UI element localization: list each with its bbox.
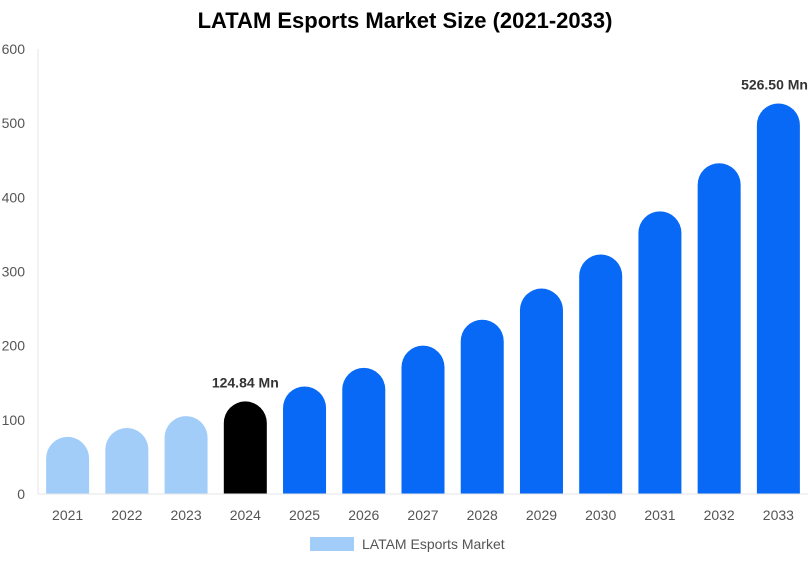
legend-label[interactable]: LATAM Esports Market xyxy=(362,536,505,552)
bar-2027[interactable] xyxy=(401,345,445,494)
x-tick-label: 2023 xyxy=(170,507,201,523)
x-tick-label: 2029 xyxy=(526,507,557,523)
bar-2025[interactable] xyxy=(283,386,327,494)
bar-2026[interactable] xyxy=(342,367,386,494)
y-tick-label: 600 xyxy=(2,41,26,57)
y-tick-label: 200 xyxy=(2,338,26,354)
bar-2029[interactable] xyxy=(519,288,563,494)
bar-2021[interactable] xyxy=(46,436,90,494)
y-tick-label: 300 xyxy=(2,264,26,280)
bar-2031[interactable] xyxy=(638,211,682,495)
x-tick-label: 2033 xyxy=(763,507,794,523)
data-label-2033: 526.50 Mn xyxy=(741,77,808,93)
x-axis: 2021 2022 2023 2024 2025 2026 2027 2028 2029 2030… xyxy=(38,493,808,523)
legend[interactable]: LATAM Esports Market xyxy=(310,536,505,552)
chart-title: LATAM Esports Market Size (2021-2033) xyxy=(197,8,613,33)
x-tick-label: 2022 xyxy=(111,507,142,523)
data-label-2024: 124.84 Mn xyxy=(212,374,279,390)
y-tick-label: 500 xyxy=(2,115,26,131)
bar-2022[interactable] xyxy=(105,427,149,494)
x-tick-label: 2025 xyxy=(289,507,320,523)
x-tick-label: 2026 xyxy=(348,507,379,523)
x-tick-label: 2027 xyxy=(407,507,438,523)
y-tick-label: 0 xyxy=(17,486,25,502)
x-tick-label: 2032 xyxy=(704,507,735,523)
x-tick-label: 2028 xyxy=(467,507,498,523)
bar-2028[interactable] xyxy=(460,319,504,494)
x-tick-label: 2021 xyxy=(52,507,83,523)
x-tick-label: 2031 xyxy=(644,507,675,523)
bar-2030[interactable] xyxy=(579,254,623,494)
data-labels: 124.84 Mn 526.50 Mn xyxy=(212,77,808,391)
bar-2024[interactable] xyxy=(223,401,267,494)
y-tick-label: 100 xyxy=(2,412,26,428)
x-tick-label: 2030 xyxy=(585,507,616,523)
x-tick-label: 2024 xyxy=(230,507,261,523)
legend-swatch[interactable] xyxy=(310,537,354,551)
bar-2033[interactable] xyxy=(756,103,800,494)
y-axis: 0 100 200 300 400 500 600 xyxy=(2,41,39,502)
bar-2032[interactable] xyxy=(697,163,741,494)
bars xyxy=(46,103,800,495)
y-tick-label: 400 xyxy=(2,189,26,205)
bar-2023[interactable] xyxy=(164,416,208,494)
